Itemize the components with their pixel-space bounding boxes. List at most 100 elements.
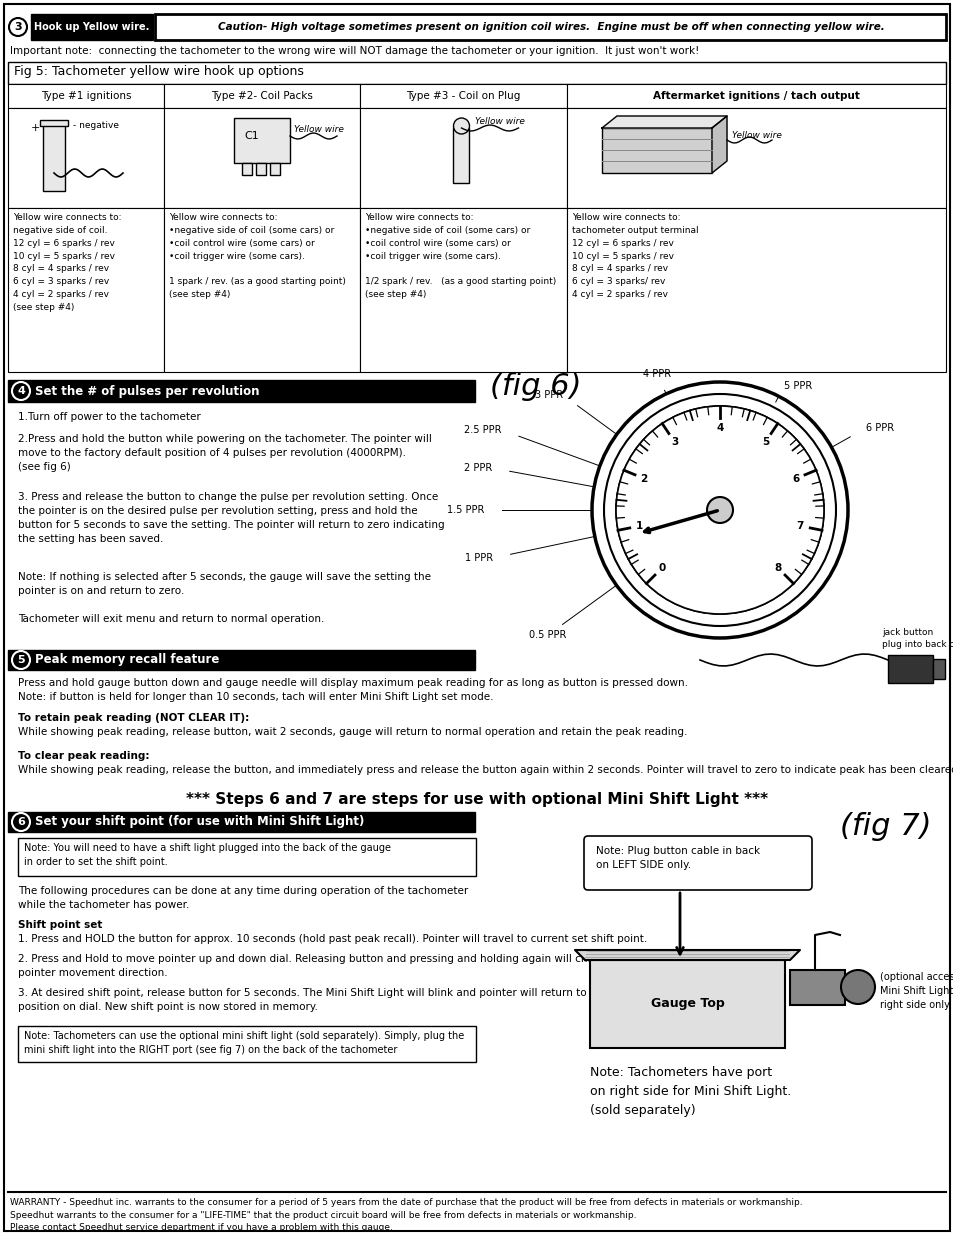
Text: 6 PPR: 6 PPR	[865, 424, 893, 433]
Text: Yellow wire connects to:
•negative side of coil (some cars) or
•coil control wir: Yellow wire connects to: •negative side …	[365, 212, 556, 299]
Text: Note: Tachometers can use the optional mini shift light (sold separately). Simpl: Note: Tachometers can use the optional m…	[24, 1031, 464, 1055]
Text: 2. Press and Hold to move pointer up and down dial. Releasing button and pressin: 2. Press and Hold to move pointer up and…	[18, 953, 613, 978]
Text: 3: 3	[670, 437, 678, 447]
Text: 4: 4	[716, 424, 723, 433]
Text: Caution- High voltage sometimes present on ignition coil wires.  Engine must be : Caution- High voltage sometimes present …	[217, 22, 883, 32]
Polygon shape	[601, 116, 726, 128]
Text: While showing peak reading, release button, wait 2 seconds, gauge will return to: While showing peak reading, release butt…	[18, 727, 687, 737]
Text: To retain peak reading (NOT CLEAR IT):: To retain peak reading (NOT CLEAR IT):	[18, 713, 249, 722]
Text: jack button
plug into back of tach: jack button plug into back of tach	[882, 629, 953, 648]
Text: Note: Tachometers have port
on right side for Mini Shift Light.
(sold separately: Note: Tachometers have port on right sid…	[589, 1066, 790, 1116]
Text: Fig 5: Tachometer yellow wire hook up options: Fig 5: Tachometer yellow wire hook up op…	[14, 65, 304, 78]
Text: 4 PPR: 4 PPR	[642, 369, 670, 379]
Text: 4: 4	[17, 387, 25, 396]
FancyBboxPatch shape	[40, 120, 68, 126]
Text: (optional accessory)
Mini Shift Light
right side only: (optional accessory) Mini Shift Light ri…	[879, 972, 953, 1010]
Text: 1: 1	[636, 521, 642, 531]
Text: 3. Press and release the button to change the pulse per revolution setting. Once: 3. Press and release the button to chang…	[18, 492, 444, 543]
Text: 2 PPR: 2 PPR	[463, 463, 492, 473]
Text: 6: 6	[17, 818, 25, 827]
Text: 5: 5	[761, 437, 768, 447]
Text: (fig 7): (fig 7)	[840, 811, 930, 841]
FancyBboxPatch shape	[8, 811, 475, 832]
Text: Press and hold gauge button down and gauge needle will display maximum peak read: Press and hold gauge button down and gau…	[18, 678, 687, 701]
FancyBboxPatch shape	[453, 128, 469, 183]
FancyBboxPatch shape	[164, 84, 359, 107]
Text: Set your shift point (for use with Mini Shift Light): Set your shift point (for use with Mini …	[35, 815, 364, 829]
Text: The following procedures can be done at any time during operation of the tachome: The following procedures can be done at …	[18, 885, 468, 910]
FancyBboxPatch shape	[566, 84, 945, 107]
Text: Note: Plug button cable in back
on LEFT SIDE only.: Note: Plug button cable in back on LEFT …	[596, 846, 760, 869]
Text: 1 PPR: 1 PPR	[464, 553, 493, 563]
Text: 6: 6	[791, 473, 799, 484]
Text: While showing peak reading, release the button, and immediately press and releas: While showing peak reading, release the …	[18, 764, 953, 776]
Circle shape	[616, 406, 823, 614]
Text: Hook up Yellow wire.: Hook up Yellow wire.	[34, 22, 150, 32]
FancyBboxPatch shape	[932, 659, 944, 679]
Text: Yellow wire: Yellow wire	[294, 126, 343, 135]
FancyBboxPatch shape	[359, 84, 566, 107]
FancyBboxPatch shape	[359, 207, 566, 372]
Text: 2: 2	[640, 473, 647, 484]
FancyBboxPatch shape	[270, 163, 280, 175]
Text: 0.5 PPR: 0.5 PPR	[529, 630, 566, 640]
Text: 0: 0	[658, 563, 665, 573]
FancyBboxPatch shape	[233, 119, 290, 163]
Text: Peak memory recall feature: Peak memory recall feature	[35, 653, 219, 667]
Text: To clear peak reading:: To clear peak reading:	[18, 751, 150, 761]
FancyBboxPatch shape	[566, 107, 945, 207]
Text: (fig 6): (fig 6)	[490, 372, 581, 401]
Text: Yellow wire connects to:
tachometer output terminal
12 cyl = 6 sparks / rev
10 c: Yellow wire connects to: tachometer outp…	[572, 212, 698, 299]
Text: Note: You will need to have a shift light plugged into the back of the gauge
in : Note: You will need to have a shift ligh…	[24, 844, 391, 867]
FancyBboxPatch shape	[8, 107, 164, 207]
Text: 5 PPR: 5 PPR	[783, 382, 811, 391]
Text: 5: 5	[17, 655, 25, 664]
Text: C1: C1	[244, 131, 259, 141]
FancyBboxPatch shape	[30, 14, 152, 40]
FancyBboxPatch shape	[18, 839, 476, 876]
Text: 3. At desired shift point, release button for 5 seconds. The Mini Shift Light wi: 3. At desired shift point, release butto…	[18, 988, 612, 1011]
Text: 1.Turn off power to the tachometer: 1.Turn off power to the tachometer	[18, 412, 200, 422]
Text: Gauge Top: Gauge Top	[650, 998, 723, 1010]
Text: 2.5 PPR: 2.5 PPR	[464, 425, 501, 435]
Text: 3: 3	[14, 22, 22, 32]
Text: Note: If nothing is selected after 5 seconds, the gauge will save the setting th: Note: If nothing is selected after 5 sec…	[18, 572, 431, 597]
FancyBboxPatch shape	[789, 969, 844, 1005]
FancyBboxPatch shape	[8, 380, 475, 403]
Text: Important note:  connecting the tachometer to the wrong wire will NOT damage the: Important note: connecting the tachomete…	[10, 46, 699, 56]
FancyBboxPatch shape	[8, 650, 475, 671]
FancyBboxPatch shape	[164, 207, 359, 372]
Text: - negative: - negative	[73, 121, 119, 131]
FancyBboxPatch shape	[154, 14, 945, 40]
Text: 8: 8	[774, 563, 781, 573]
Text: Yellow wire: Yellow wire	[475, 117, 525, 126]
Text: Type #2- Coil Packs: Type #2- Coil Packs	[211, 91, 313, 101]
FancyBboxPatch shape	[887, 655, 932, 683]
Text: Shift point set: Shift point set	[18, 920, 102, 930]
Text: 1. Press and HOLD the button for approx. 10 seconds (hold past peak recall). Poi: 1. Press and HOLD the button for approx.…	[18, 934, 646, 944]
Text: *** Steps 6 and 7 are steps for use with optional Mini Shift Light ***: *** Steps 6 and 7 are steps for use with…	[186, 792, 767, 806]
Text: 3 PPR: 3 PPR	[535, 390, 562, 400]
Circle shape	[706, 496, 732, 522]
Text: Yellow wire connects to:
negative side of coil.
12 cyl = 6 sparks / rev
10 cyl =: Yellow wire connects to: negative side o…	[13, 212, 121, 312]
FancyBboxPatch shape	[255, 163, 266, 175]
FancyBboxPatch shape	[359, 107, 566, 207]
Text: Yellow wire connects to:
•negative side of coil (some cars) or
•coil control wir: Yellow wire connects to: •negative side …	[169, 212, 346, 299]
Text: 7: 7	[796, 521, 803, 531]
Text: Yellow wire: Yellow wire	[731, 131, 781, 141]
Text: 2.Press and hold the button while powering on the tachometer. The pointer will
m: 2.Press and hold the button while poweri…	[18, 433, 432, 472]
FancyBboxPatch shape	[43, 124, 65, 191]
FancyBboxPatch shape	[164, 107, 359, 207]
FancyBboxPatch shape	[583, 836, 811, 890]
Text: Tachometer will exit menu and return to normal operation.: Tachometer will exit menu and return to …	[18, 614, 324, 624]
Text: Type #1 ignitions: Type #1 ignitions	[41, 91, 132, 101]
FancyBboxPatch shape	[8, 62, 945, 84]
FancyBboxPatch shape	[566, 207, 945, 372]
Polygon shape	[575, 950, 800, 960]
FancyBboxPatch shape	[601, 128, 711, 173]
Circle shape	[453, 119, 469, 135]
Text: Type #3 - Coil on Plug: Type #3 - Coil on Plug	[406, 91, 520, 101]
FancyBboxPatch shape	[18, 1026, 476, 1062]
Circle shape	[841, 969, 874, 1004]
FancyBboxPatch shape	[589, 960, 784, 1049]
